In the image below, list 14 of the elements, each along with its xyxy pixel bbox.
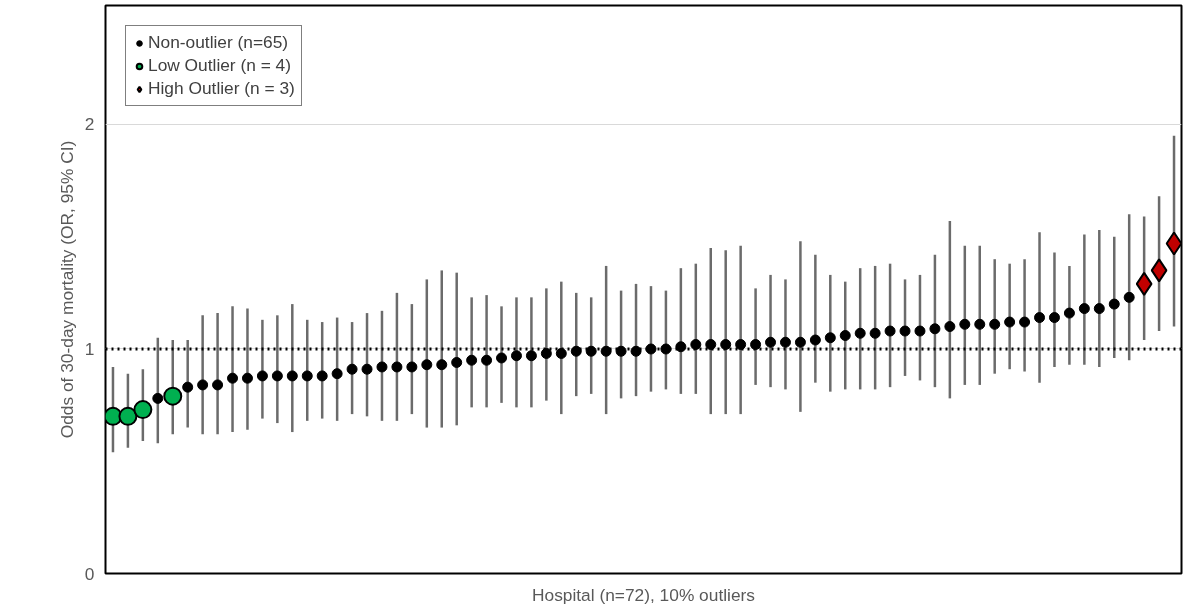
legend-label: High Outlier (n = 3) [148, 78, 295, 99]
y-axis-title: Odds of 30-day mortality (OR, 95% CI) [56, 140, 77, 439]
legend-label: Non-outlier (n=65) [148, 32, 289, 53]
y-tick-label: 2 [84, 114, 95, 135]
point [1150, 258, 1168, 283]
x-axis-title: Hospital (n=72), 10% outliers [532, 584, 756, 605]
legend-label: Low Outlier (n = 4) [148, 55, 292, 76]
point [118, 406, 138, 426]
y-tick-label: 1 [84, 338, 95, 359]
point [133, 400, 153, 420]
point [1135, 271, 1153, 296]
point [105, 406, 123, 426]
y-tick-label: 0 [84, 563, 95, 584]
point [163, 386, 183, 406]
